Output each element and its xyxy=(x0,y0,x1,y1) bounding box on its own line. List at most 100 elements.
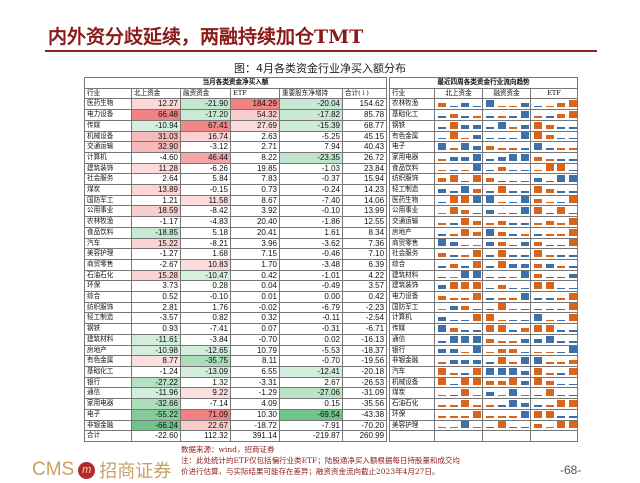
industry-name: 商贸零售 xyxy=(84,258,132,271)
value-cell: 13.99 xyxy=(341,205,388,218)
value-cell: -23.35 xyxy=(279,151,343,164)
week-bar xyxy=(486,228,494,236)
trend-sparkline xyxy=(482,312,531,325)
trend-sparkline xyxy=(482,398,531,410)
week-bar xyxy=(486,405,494,407)
week-bar xyxy=(461,124,469,129)
table-row: 银行 -27.22 1.32 -3.31 2.67 -26.53 xyxy=(84,376,388,389)
week-bar xyxy=(438,378,446,386)
value-cell: -66.24 xyxy=(131,419,181,432)
value-cell: 3.73 xyxy=(131,280,181,293)
week-bar xyxy=(497,319,506,322)
value-cell: -1.17 xyxy=(131,216,181,228)
week-bar xyxy=(557,330,565,332)
week-bar xyxy=(534,178,542,183)
week-bar xyxy=(520,394,529,397)
value-cell: 15.94 xyxy=(341,173,388,186)
column-header: 融资资金 xyxy=(180,87,231,100)
value-cell: -7.14 xyxy=(180,398,231,410)
week-bar xyxy=(545,426,554,429)
trend-sparkline xyxy=(434,376,483,389)
week-bar xyxy=(557,191,565,193)
week-bar xyxy=(509,416,517,418)
week-bar xyxy=(472,116,481,118)
trend-sparkline xyxy=(530,119,578,132)
week-bar xyxy=(472,308,481,311)
week-bar xyxy=(509,137,517,140)
week-bar xyxy=(449,276,458,279)
value-cell: 26.72 xyxy=(341,151,388,164)
trend-sparkline xyxy=(482,184,531,196)
trend-sparkline xyxy=(482,301,531,314)
week-bar xyxy=(472,271,481,279)
week-bar xyxy=(486,242,494,247)
value-cell: -18.72 xyxy=(230,419,280,432)
week-bar xyxy=(509,234,517,236)
week-bar xyxy=(497,121,506,129)
value-cell: 10.83 xyxy=(180,258,231,271)
week-bar xyxy=(472,292,481,300)
week-bar xyxy=(472,378,481,386)
week-bar xyxy=(557,103,565,108)
week-bar xyxy=(557,394,565,397)
trend-sparkline xyxy=(434,419,483,432)
week-bar xyxy=(486,308,494,311)
industry-name: 银行 xyxy=(84,376,132,389)
trend-sparkline xyxy=(482,291,531,303)
industry-name: 交通运输 xyxy=(84,141,132,153)
value-cell: -27.06 xyxy=(279,387,343,400)
value-cell: 2.81 xyxy=(131,301,181,314)
week-bar xyxy=(449,327,458,332)
value-cell: -7.40 xyxy=(279,194,343,207)
value-cell: 14.06 xyxy=(341,194,388,207)
trend-sparkline xyxy=(434,141,483,153)
value-cell: 0.82 xyxy=(180,312,231,325)
value-cell: 0.73 xyxy=(230,184,280,196)
week-bar xyxy=(461,185,469,193)
week-bar xyxy=(534,142,542,150)
industry-name: 汽车 xyxy=(389,365,435,378)
week-bar xyxy=(557,244,565,247)
week-bar xyxy=(520,271,529,279)
week-bar xyxy=(472,175,481,183)
week-bar xyxy=(545,381,554,386)
week-bar xyxy=(461,116,469,118)
week-bar xyxy=(486,159,494,161)
column-header: 行业 xyxy=(389,87,435,100)
table-row: 建筑装饰 xyxy=(389,280,578,293)
trend-sparkline xyxy=(530,398,578,410)
week-bar xyxy=(449,196,458,204)
value-cell: -35.75 xyxy=(180,355,231,367)
value-cell: 20.41 xyxy=(230,226,280,239)
value-cell: -4.83 xyxy=(180,216,231,228)
week-bar xyxy=(472,188,481,193)
industry-name: 计算机 xyxy=(84,151,132,164)
industry-name: 综合 xyxy=(389,258,435,271)
week-bar xyxy=(520,426,529,429)
week-bar xyxy=(509,223,517,225)
trend-sparkline xyxy=(482,365,531,378)
week-bar xyxy=(568,421,577,429)
value-cell: 3.57 xyxy=(341,280,388,293)
week-bar xyxy=(568,228,577,236)
week-bar xyxy=(461,180,469,183)
value-cell: 2.63 xyxy=(230,130,280,143)
week-bar xyxy=(472,249,481,257)
week-bar xyxy=(486,145,494,150)
week-bar xyxy=(534,207,542,215)
industry-name: 机械设备 xyxy=(389,376,435,389)
trend-sparkline xyxy=(530,301,578,314)
value-cell: -2.23 xyxy=(341,301,388,314)
week-bar xyxy=(497,137,506,140)
week-bar xyxy=(509,212,517,215)
week-bar xyxy=(568,159,577,161)
week-bar xyxy=(497,324,506,332)
week-bar xyxy=(438,367,446,375)
industry-name: 煤炭 xyxy=(389,387,435,400)
industry-name: 美容护理 xyxy=(84,248,132,260)
value-cell: 67.41 xyxy=(180,119,231,132)
week-bar xyxy=(497,349,506,354)
week-bar xyxy=(461,210,469,215)
week-bar xyxy=(509,308,517,311)
week-bar xyxy=(568,175,577,183)
